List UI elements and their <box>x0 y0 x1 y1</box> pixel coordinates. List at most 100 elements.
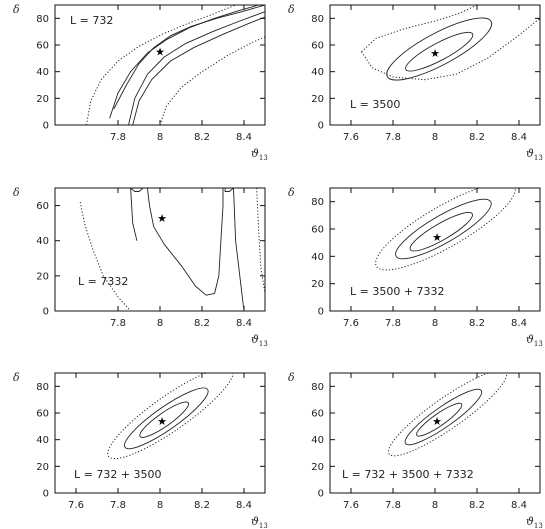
contour-group <box>361 5 540 81</box>
y-tick-label: 20 <box>36 271 49 282</box>
panel-2: 7.6 7.8 8 8.2 8.4 0 20 40 60 80 δ ϑ13 ★ L = 3500 <box>288 3 543 162</box>
x-tick-label: 7.8 <box>385 318 401 329</box>
contour-outer <box>375 188 516 271</box>
contour-outer <box>387 373 508 457</box>
y-tick-label: 60 <box>36 41 49 52</box>
x-tick-label: 7.8 <box>385 500 401 511</box>
y-tick-label: 40 <box>36 236 49 247</box>
best-fit-star-marker: ★ <box>432 415 442 428</box>
y-tick-label: 60 <box>36 409 49 420</box>
y-tick-label: 40 <box>311 435 324 446</box>
panel-label: L = 732 + 3500 <box>74 468 162 481</box>
contour-inner <box>113 5 265 110</box>
contour-group <box>107 373 234 460</box>
x-tick-label: 8.4 <box>511 132 527 143</box>
contour-middle <box>404 388 483 446</box>
y-tick-label: 60 <box>311 41 324 52</box>
y-tick-label: 60 <box>36 201 49 212</box>
x-tick-label: 7.6 <box>343 500 359 511</box>
contour-inner <box>139 401 190 438</box>
x-tick-label: 8.4 <box>236 132 252 143</box>
x-tick-label: 7.8 <box>110 500 126 511</box>
contour-middle <box>132 16 265 125</box>
y-tick-label: 0 <box>318 307 324 318</box>
contour-group <box>387 373 508 457</box>
plot-frame <box>54 187 266 312</box>
contour-group <box>86 5 265 125</box>
contour-middle <box>395 198 492 260</box>
x-tick-label: 8 <box>157 500 163 511</box>
panel-5: 7.6 7.8 8 8.2 8.4 0 20 40 60 80 δ ϑ13 ★ L = 732 + 350… <box>13 371 268 529</box>
x-tick-label: 8 <box>432 500 438 511</box>
y-tick-label: 80 <box>311 197 324 208</box>
x-tick-label: 7.8 <box>110 132 126 143</box>
contour-inner <box>128 11 265 125</box>
contour-inner <box>146 188 224 296</box>
y-tick-label: 0 <box>318 489 324 500</box>
y-axis-label: δ <box>288 186 295 199</box>
best-fit-star-marker: ★ <box>157 415 167 428</box>
y-axis-label: δ <box>13 371 20 384</box>
y-tick-label: 20 <box>36 94 49 105</box>
panel-label: L = 7332 <box>78 275 128 288</box>
contour-middle <box>233 188 245 311</box>
best-fit-star-marker: ★ <box>155 46 165 59</box>
y-tick-label: 60 <box>311 409 324 420</box>
panel-label: L = 3500 + 7332 <box>350 285 445 298</box>
y-tick-label: 40 <box>36 67 49 78</box>
contour-middle <box>386 17 493 81</box>
y-tick-label: 80 <box>311 14 324 25</box>
y-tick-label: 80 <box>311 382 324 393</box>
best-fit-star-marker: ★ <box>432 231 442 244</box>
y-tick-label: 0 <box>43 121 49 132</box>
contour-middle <box>109 5 259 119</box>
x-tick-label: 8 <box>157 132 163 143</box>
y-tick-label: 0 <box>318 121 324 132</box>
y-tick-label: 20 <box>311 462 324 473</box>
x-tick-label: 8.2 <box>194 318 210 329</box>
x-tick-label: 8.2 <box>469 500 485 511</box>
y-tick-label: 40 <box>36 435 49 446</box>
y-axis-label: δ <box>288 371 295 384</box>
y-tick-label: 80 <box>36 14 49 25</box>
best-fit-star-marker: ★ <box>430 47 440 60</box>
x-tick-label: 8.2 <box>469 318 485 329</box>
x-axis-label: ϑ13 <box>526 147 543 162</box>
panel-3: 7.8 8 8.2 8.4 0 20 40 60 δ ϑ13 ★ L = 7332 <box>13 186 268 348</box>
panel-1: 7.8 8 8.2 8.4 0 20 40 60 80 δ ϑ13 ★ L = 732 <box>13 3 268 162</box>
y-tick-label: 0 <box>43 489 49 500</box>
x-tick-label: 8.4 <box>511 318 527 329</box>
contour-outer <box>79 202 131 311</box>
x-tick-label: 8 <box>432 132 438 143</box>
y-tick-label: 40 <box>311 67 324 78</box>
y-tick-label: 40 <box>311 252 324 263</box>
x-tick-label: 8.4 <box>236 318 252 329</box>
y-tick-label: 80 <box>36 382 49 393</box>
contour-outer <box>159 36 265 125</box>
y-axis-label: δ <box>288 3 295 16</box>
y-tick-label: 20 <box>311 279 324 290</box>
contour-outer <box>361 17 540 81</box>
y-tick-label: 20 <box>36 462 49 473</box>
y-tick-label: 0 <box>43 307 49 318</box>
x-tick-label: 8 <box>432 318 438 329</box>
contour-outer <box>256 188 265 294</box>
x-tick-label: 7.6 <box>343 318 359 329</box>
x-tick-label: 8.4 <box>236 500 252 511</box>
x-tick-label: 7.8 <box>110 318 126 329</box>
x-tick-label: 7.8 <box>385 132 401 143</box>
x-axis-label: ϑ13 <box>251 515 268 529</box>
contour-group <box>375 188 516 271</box>
x-tick-label: 8 <box>157 318 163 329</box>
y-axis-label: δ <box>13 186 20 199</box>
panel-label: L = 3500 <box>350 98 400 111</box>
contour-inner <box>409 212 473 252</box>
x-axis-label: ϑ13 <box>526 515 543 529</box>
best-fit-star-marker: ★ <box>157 212 167 225</box>
contour-inner <box>405 31 474 72</box>
y-tick-label: 20 <box>311 94 324 105</box>
contour-middle <box>224 188 234 192</box>
x-axis-label: ϑ13 <box>526 333 543 348</box>
contour-middle <box>130 188 144 192</box>
